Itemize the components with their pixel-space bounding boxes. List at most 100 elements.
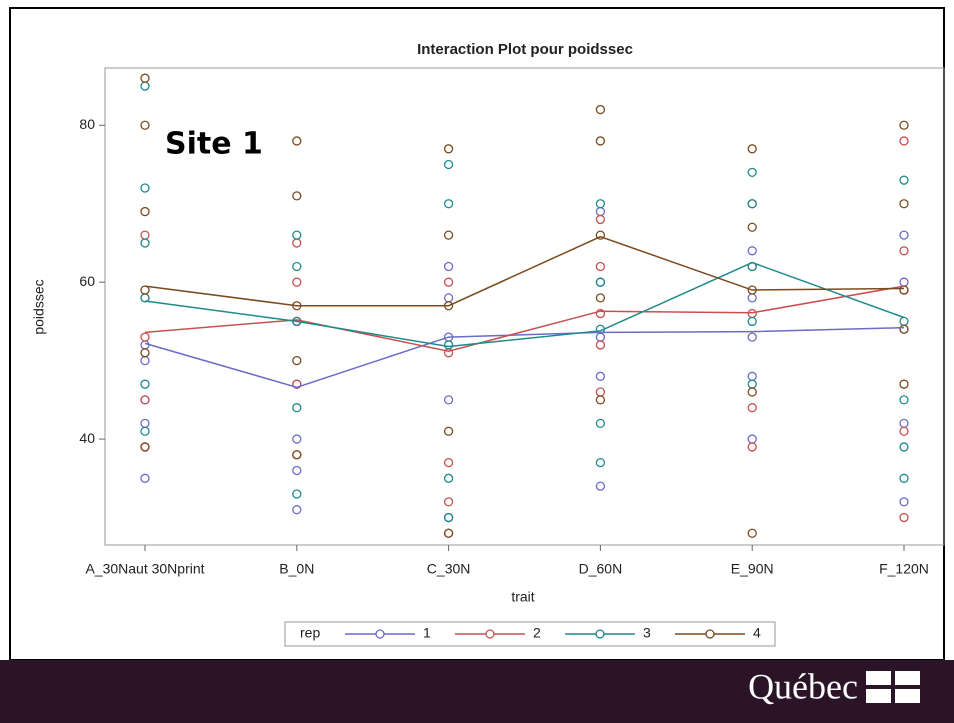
point — [595, 418, 606, 429]
legend-marker — [595, 629, 605, 639]
point — [595, 308, 606, 319]
point — [747, 316, 757, 327]
point — [595, 481, 606, 491]
annotation: Site 1 — [165, 127, 263, 162]
point — [443, 528, 454, 538]
point — [747, 442, 757, 452]
x-tick-label: D_60N — [579, 561, 623, 577]
x-tick-label: B_0N — [279, 561, 314, 577]
point — [595, 371, 606, 381]
point — [747, 403, 757, 413]
point — [140, 285, 150, 295]
point — [595, 457, 606, 468]
point — [140, 206, 150, 217]
point — [140, 348, 150, 358]
chart-title: Interaction Plot pour poidssec — [417, 41, 633, 58]
point — [292, 465, 302, 476]
point — [292, 403, 302, 413]
x-tick-label: F_120N — [879, 561, 929, 577]
y-axis-label: poidssec — [31, 279, 47, 334]
point — [899, 199, 909, 209]
point — [899, 473, 909, 483]
mean-line — [144, 326, 905, 389]
point — [899, 120, 909, 130]
footer-band — [0, 660, 954, 723]
point — [292, 277, 302, 287]
point — [899, 136, 909, 146]
point — [443, 426, 454, 436]
point — [443, 277, 454, 287]
point — [140, 73, 150, 83]
mean-line — [144, 235, 905, 307]
point — [292, 191, 302, 201]
point — [899, 379, 909, 389]
legend-label: 1 — [423, 625, 431, 641]
point — [443, 497, 454, 507]
point — [140, 183, 150, 193]
point — [140, 395, 150, 405]
point — [443, 199, 454, 209]
legend-title: rep — [300, 625, 320, 641]
legend-marker — [705, 629, 715, 639]
point — [443, 395, 454, 405]
legend-marker — [375, 629, 385, 639]
point — [747, 144, 757, 154]
point — [443, 144, 454, 154]
point — [292, 355, 302, 366]
x-tick-label: C_30N — [427, 561, 471, 577]
point — [595, 340, 606, 350]
point — [747, 332, 757, 342]
point — [747, 528, 757, 538]
point — [595, 261, 606, 272]
point — [899, 512, 909, 523]
slide-frame — [9, 7, 945, 661]
point — [899, 442, 909, 452]
point — [140, 473, 150, 483]
x-tick-label: E_90N — [731, 561, 774, 577]
point — [747, 222, 757, 232]
point — [595, 136, 606, 146]
point — [292, 230, 302, 240]
point — [140, 238, 150, 248]
point — [443, 512, 454, 523]
point — [443, 473, 454, 483]
point — [899, 324, 909, 334]
point — [140, 379, 150, 389]
point — [140, 120, 150, 130]
point — [747, 199, 757, 209]
point — [899, 497, 909, 507]
point — [595, 214, 606, 225]
point — [747, 246, 757, 256]
point — [292, 136, 302, 146]
point — [292, 489, 302, 499]
point — [595, 230, 606, 240]
point — [899, 230, 909, 240]
footer-brand: Québec — [748, 666, 858, 706]
point — [443, 230, 454, 240]
legend-label: 4 — [753, 625, 761, 641]
point — [595, 293, 606, 303]
point — [747, 387, 757, 397]
point — [140, 442, 150, 452]
point — [443, 340, 454, 350]
point — [443, 261, 454, 272]
y-tick-label: 40 — [79, 430, 95, 446]
point — [595, 199, 606, 209]
plot-frame — [104, 67, 945, 546]
point — [899, 395, 909, 405]
point — [292, 450, 302, 460]
mean-line — [144, 285, 905, 352]
x-axis-label: trait — [511, 589, 534, 605]
mean-line — [144, 261, 905, 348]
point — [899, 175, 909, 185]
legend-marker — [485, 629, 495, 639]
point — [595, 104, 606, 115]
legend-label: 3 — [643, 625, 651, 641]
point — [595, 395, 606, 405]
point — [595, 277, 606, 287]
point — [899, 246, 909, 256]
point — [292, 505, 302, 515]
point — [899, 285, 909, 295]
point — [747, 167, 757, 177]
point — [292, 434, 302, 444]
